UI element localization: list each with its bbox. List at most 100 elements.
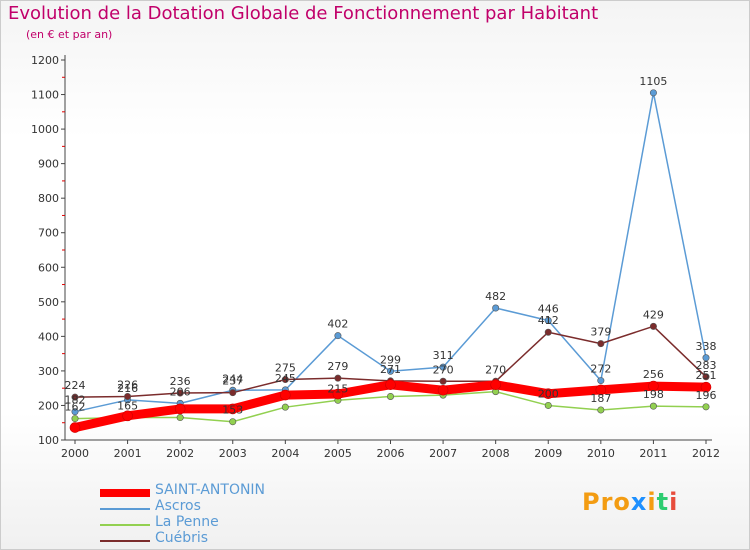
data-point: [229, 389, 237, 397]
data-label: 196: [696, 389, 717, 402]
x-tick-label: 2009: [534, 447, 562, 460]
data-label: 216: [117, 382, 138, 395]
legend-swatch: [100, 489, 150, 497]
data-point: [597, 406, 605, 414]
data-label: 270: [485, 363, 506, 376]
chart-subtitle: (en € et par an): [26, 28, 113, 41]
data-label: 237: [222, 375, 243, 388]
data-point: [332, 388, 344, 400]
data-point: [439, 363, 447, 371]
data-label: 275: [275, 362, 296, 375]
x-tick-label: 2002: [166, 447, 194, 460]
x-tick-label: 2005: [324, 447, 352, 460]
data-label: 446: [538, 302, 559, 315]
data-point: [334, 374, 342, 382]
y-tick-label: 400: [38, 330, 59, 343]
data-label: 198: [643, 388, 664, 401]
y-tick-label: 300: [38, 365, 59, 378]
data-point: [227, 403, 239, 415]
data-point: [176, 414, 184, 422]
legend-swatch: [100, 508, 150, 510]
data-label: 412: [538, 314, 559, 327]
data-point: [71, 393, 79, 401]
data-point: [71, 415, 79, 423]
y-tick-label: 200: [38, 399, 59, 412]
data-point: [702, 403, 710, 411]
y-tick-label: 1200: [31, 54, 59, 67]
x-tick-label: 2007: [429, 447, 457, 460]
data-point: [702, 373, 710, 381]
legend-swatch: [100, 540, 150, 542]
x-tick-label: 2012: [692, 447, 720, 460]
x-tick-label: 2006: [377, 447, 405, 460]
data-label: 200: [538, 387, 559, 400]
data-point: [385, 379, 396, 391]
data-label: 271: [380, 363, 401, 376]
data-label: 153: [222, 404, 243, 417]
data-point: [649, 402, 657, 410]
data-point: [386, 392, 394, 400]
data-label: 162: [65, 401, 86, 414]
data-point: [281, 376, 289, 384]
data-point: [597, 340, 605, 348]
data-point: [281, 403, 289, 411]
data-point: [124, 392, 132, 400]
data-label: 279: [327, 360, 348, 373]
data-label: 379: [590, 326, 611, 339]
data-point: [280, 389, 291, 401]
data-point: [702, 354, 710, 362]
data-point: [71, 408, 79, 416]
data-label: 226: [117, 378, 138, 391]
data-label: 402: [327, 318, 348, 331]
y-tick-label: 500: [38, 296, 59, 309]
x-tick-label: 2004: [271, 447, 299, 460]
data-point: [544, 316, 552, 324]
x-tick-label: 2003: [219, 447, 247, 460]
legend-label: Ascros: [155, 498, 201, 514]
legend-label: Cuébris: [155, 530, 209, 546]
data-point: [648, 380, 659, 392]
data-label: 251: [696, 369, 717, 382]
data-point: [597, 377, 605, 385]
data-point: [69, 422, 81, 433]
data-point: [542, 388, 554, 400]
data-label: 482: [485, 290, 506, 303]
data-label: 1105: [639, 75, 667, 88]
chart-title: Evolution de la Dotation Globale de Fonc…: [8, 3, 599, 24]
data-point: [122, 410, 133, 422]
x-tick-label: 2011: [639, 447, 667, 460]
data-label: 299: [380, 353, 401, 366]
data-label: 311: [433, 349, 454, 362]
data-point: [439, 377, 447, 385]
y-tick-label: 600: [38, 261, 59, 274]
x-tick-label: 2008: [482, 447, 510, 460]
y-tick-label: 900: [38, 158, 59, 171]
data-label: 165: [117, 400, 138, 413]
data-point: [174, 403, 186, 415]
x-tick-label: 2001: [114, 447, 142, 460]
data-label: 182: [65, 394, 86, 407]
legend-label: SAINT-ANTONIN: [155, 482, 266, 498]
x-tick-label: 2000: [61, 447, 89, 460]
legend-label: La Penne: [155, 514, 219, 530]
data-point: [492, 304, 500, 312]
data-label: 338: [696, 340, 717, 353]
y-tick-label: 800: [38, 192, 59, 205]
y-tick-label: 1000: [31, 123, 59, 136]
x-tick-label: 2010: [587, 447, 615, 460]
data-point: [176, 389, 184, 397]
data-point: [649, 322, 657, 330]
data-point: [437, 384, 449, 396]
data-point: [229, 418, 237, 426]
data-label: 187: [590, 392, 611, 405]
data-point: [649, 89, 657, 97]
data-point: [595, 384, 607, 396]
data-point: [386, 367, 394, 375]
data-label: 256: [643, 368, 664, 381]
data-label: 272: [590, 363, 611, 376]
data-label: 206: [170, 385, 191, 398]
data-point: [334, 332, 342, 340]
data-label: 245: [275, 372, 296, 385]
y-tick-label: 1100: [31, 89, 59, 102]
